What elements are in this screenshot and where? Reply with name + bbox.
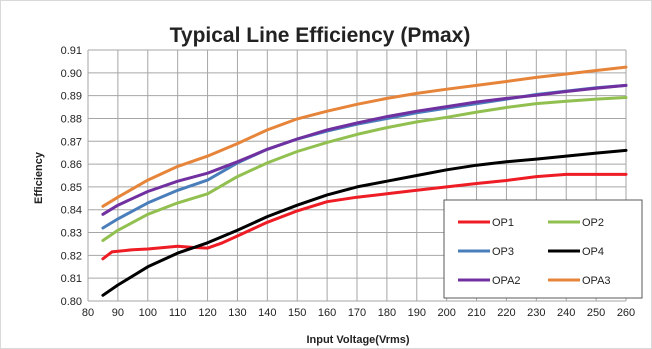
y-tick-label: 0.84 [61, 205, 82, 217]
legend-box [443, 199, 643, 299]
grid [87, 49, 627, 302]
x-tick-labels: 80 90 100 110 120 130 140 150 160 170 180 190 200 210… [82, 307, 635, 319]
x-tick-label: 140 [258, 307, 276, 319]
x-tick-label: 200 [437, 307, 455, 319]
series-line-opa2 [101, 83, 628, 216]
x-tick-label: 110 [169, 307, 187, 319]
legend: OP1 OP2 OP3 OP4 OPA2 OPA3 [443, 199, 643, 299]
x-tick-label: 120 [198, 307, 216, 319]
legend-label-op2: OP2 [582, 217, 604, 229]
y-tick-label: 0.88 [61, 113, 82, 125]
x-tick-label: 150 [288, 307, 306, 319]
y-axis-label: Efficiency [33, 151, 45, 204]
x-tick-label: 260 [617, 307, 635, 319]
x-axis-label: Input Voltage(Vrms) [306, 334, 409, 346]
x-tick-label: 230 [527, 307, 545, 319]
x-tick-label: 220 [497, 307, 515, 319]
x-tick-label: 190 [408, 307, 426, 319]
legend-label-opa2: OPA2 [492, 275, 521, 287]
series-line-op1 [101, 172, 628, 261]
y-tick-label: 0.87 [61, 136, 82, 148]
legend-label-op4: OP4 [582, 246, 604, 258]
y-tick-label: 0.81 [61, 273, 82, 285]
x-tick-label: 100 [139, 307, 157, 319]
x-tick-label: 170 [348, 307, 366, 319]
y-tick-label: 0.83 [61, 228, 82, 240]
legend-label-opa3: OPA3 [582, 275, 611, 287]
x-tick-label: 180 [378, 307, 396, 319]
legend-label-op3: OP3 [492, 246, 514, 258]
y-tick-label: 0.85 [61, 182, 82, 194]
y-tick-label: 0.80 [61, 296, 82, 308]
y-tick-label: 0.86 [61, 159, 82, 171]
series-line-op2 [101, 96, 628, 242]
series-lines [101, 65, 628, 297]
y-tick-label: 0.90 [61, 68, 82, 80]
x-tick-label: 160 [318, 307, 336, 319]
y-tick-label: 0.89 [61, 91, 82, 103]
x-tick-label: 80 [82, 307, 94, 319]
x-tick-label: 90 [112, 307, 124, 319]
x-tick-label: 130 [228, 307, 246, 319]
y-tick-label: 0.82 [61, 250, 82, 262]
y-tick-labels: 0.80 0.81 0.82 0.83 0.84 0.85 0.86 0.87 0.88 0.89… [61, 45, 82, 308]
chart-title: Typical Line Efficiency (Pmax) [170, 24, 471, 47]
x-tick-label: 210 [467, 307, 485, 319]
series-line-op4 [101, 148, 628, 297]
legend-label-op1: OP1 [492, 217, 514, 229]
y-tick-label: 0.91 [61, 45, 82, 57]
series-line-opa3 [101, 65, 628, 208]
x-tick-label: 240 [557, 307, 575, 319]
x-tick-label: 250 [587, 307, 605, 319]
